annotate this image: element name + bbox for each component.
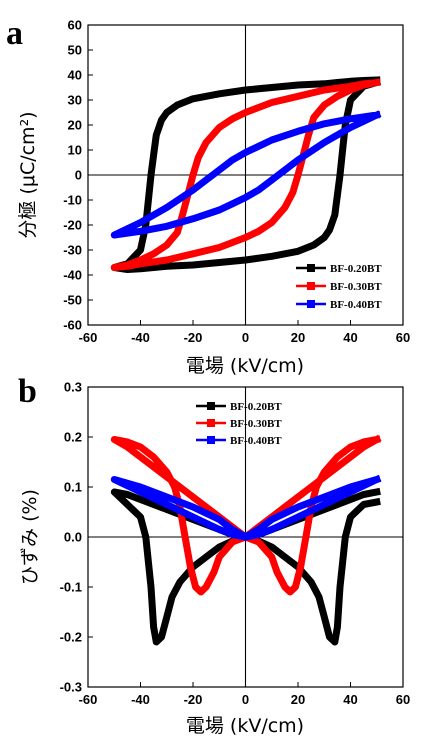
x-tick-label: -20 xyxy=(184,330,203,345)
x-tick-label: 60 xyxy=(396,692,410,707)
series-b xyxy=(110,434,382,646)
ticks-b: -60 -40 -20 0 20 40 60 -0.3 -0.2 -0.1 0.0 0.1 0.2 0.3 xyxy=(60,380,411,708)
legend-a: BF-0.20BT BF-0.30BT BF-0.40BT xyxy=(296,263,382,311)
x-tick-label: 20 xyxy=(291,330,305,345)
series-line-BF-0.40BT xyxy=(110,474,382,541)
series-line-BF-0.30BT xyxy=(110,78,381,271)
x-tick-label: -20 xyxy=(184,692,203,707)
y-tick-label: 50 xyxy=(68,43,82,58)
y-tick-label: 0.2 xyxy=(64,430,82,445)
legend-label: BF-0.20BT xyxy=(230,401,282,413)
legend-swatch-marker xyxy=(207,419,215,427)
legend-label: BF-0.40BT xyxy=(230,435,282,447)
y-tick-label: -20 xyxy=(63,218,82,233)
y-tick-label: -0.3 xyxy=(60,680,82,695)
y-tick-label: -40 xyxy=(63,268,82,283)
y-tick-label: 0.3 xyxy=(64,380,82,395)
legend-swatch-marker xyxy=(207,436,215,444)
y-tick-label: -0.2 xyxy=(60,630,82,645)
x-axis-title-a: 電場 (kV/cm) xyxy=(186,355,304,377)
ticks-a: -60 -40 -20 0 20 40 60 -60 -50 -40 -30 -20 -10 0 10 20 3… xyxy=(63,18,410,346)
x-tick-label: 0 xyxy=(242,330,249,345)
y-tick-label: 20 xyxy=(68,118,82,133)
legend-swatch-marker xyxy=(307,300,315,308)
panel-label-a: a xyxy=(6,15,23,52)
legend-swatch-marker xyxy=(207,402,215,410)
y-axis-title-b: ひずみ (%) xyxy=(19,489,41,585)
y-tick-label: 30 xyxy=(68,93,82,108)
y-tick-label: -30 xyxy=(63,243,82,258)
x-tick-label: 40 xyxy=(343,692,357,707)
y-tick-label: -60 xyxy=(63,318,82,333)
y-axis-title-a: 分極 (μC/cm²) xyxy=(17,111,39,238)
y-tick-label: 0.0 xyxy=(64,530,82,545)
x-tick-label: 0 xyxy=(242,692,249,707)
legend-label: BF-0.30BT xyxy=(230,418,282,430)
legend-label: BF-0.40BT xyxy=(330,299,382,311)
y-tick-label: 0.1 xyxy=(64,480,82,495)
x-tick-label: -60 xyxy=(79,330,98,345)
legend-swatch-marker xyxy=(307,264,315,272)
series-a xyxy=(110,76,382,273)
x-tick-label: -60 xyxy=(79,692,98,707)
y-tick-label: -0.1 xyxy=(60,580,82,595)
y-tick-label: 10 xyxy=(68,143,82,158)
legend-swatch-marker xyxy=(307,282,315,290)
legend-label: BF-0.30BT xyxy=(330,281,382,293)
panel-b: b -60 -40 -20 0 20 40 60 -0.3 -0.2 -0.1 0.0 0.1 0.2 0… xyxy=(18,373,410,737)
panel-label-b: b xyxy=(18,373,37,410)
x-tick-label: -40 xyxy=(131,330,150,345)
x-tick-label: 20 xyxy=(291,692,305,707)
x-tick-label: 60 xyxy=(396,330,410,345)
x-axis-title-b: 電場 (kV/cm) xyxy=(186,715,304,737)
y-tick-label: 0 xyxy=(75,168,82,183)
legend-label: BF-0.20BT xyxy=(330,263,382,275)
series-line-BF-0.40BT xyxy=(110,110,382,239)
y-tick-label: -50 xyxy=(63,293,82,308)
y-tick-label: -10 xyxy=(63,193,82,208)
y-tick-label: 60 xyxy=(68,18,82,33)
x-tick-label: 40 xyxy=(343,330,357,345)
legend-b: BF-0.20BT BF-0.30BT BF-0.40BT xyxy=(196,401,282,447)
y-tick-label: 40 xyxy=(68,68,82,83)
x-tick-label: -40 xyxy=(131,692,150,707)
panel-a: a -60 -40 -20 0 20 40 60 -60 -50 -40 -30 -20 -10 0 10 2… xyxy=(6,15,410,377)
